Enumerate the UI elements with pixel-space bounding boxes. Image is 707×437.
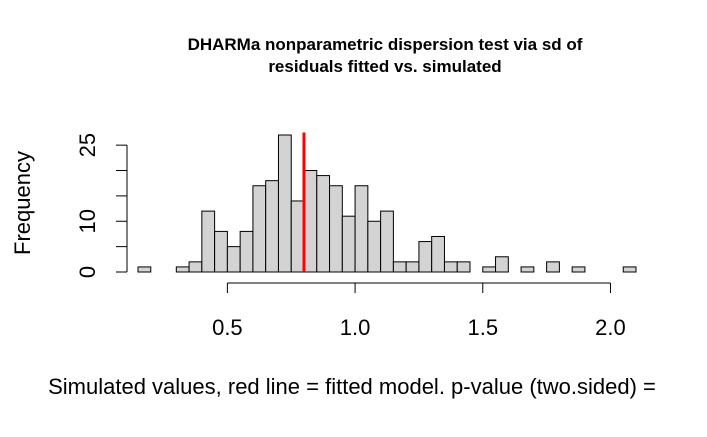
histogram-bar [226,246,241,273]
histogram-bar [265,180,279,273]
y-tick-label: 10 [75,209,100,233]
x-tick-label: 1.0 [340,315,371,340]
histogram-bar [405,261,420,273]
histogram-bar [482,266,497,273]
histogram-bar [380,210,394,273]
histogram-bar [392,261,407,273]
x-tick-label: 2.0 [595,315,626,340]
y-tick-label: 0 [75,266,100,278]
histogram-bar [546,261,560,273]
histogram-bar [431,235,445,273]
histogram-bar [329,185,343,273]
chart-title-line1: DHARMa nonparametric dispersion test via… [188,35,583,54]
histogram-bar [137,266,152,273]
x-axis-label: Simulated values, red line = fitted mode… [48,374,656,399]
histogram-bar [520,266,535,273]
histogram-bar [303,170,318,273]
x-tick-label: 1.5 [467,315,498,340]
histogram-bar [188,261,203,273]
histogram-bar [290,200,305,273]
histogram-bar [252,185,267,273]
x-axis: 0.5 1.0 1.5 2.0 [212,282,626,340]
y-tick-label: 25 [75,133,100,157]
histogram-bar [622,266,637,273]
y-axis: 0 10 25 [75,133,128,278]
histogram-bar [214,230,228,273]
histogram-bar [175,266,190,273]
histogram-bar [367,220,382,273]
histogram-bar [277,134,292,273]
histogram-bar [201,210,216,273]
x-tick-label: 0.5 [212,315,243,340]
histogram-bar [354,185,369,273]
histogram-bar [571,266,586,273]
histogram-bar [443,261,458,273]
y-axis-label: Frequency [10,151,35,255]
histogram-bar [341,215,356,273]
chart-title-line2: residuals fitted vs. simulated [268,57,501,76]
histogram-bar [239,230,254,273]
histogram-bar [495,256,509,273]
histogram-bar [456,261,471,273]
histogram-bars [137,134,637,273]
histogram-bar [316,175,331,273]
histogram-bar [418,241,433,273]
